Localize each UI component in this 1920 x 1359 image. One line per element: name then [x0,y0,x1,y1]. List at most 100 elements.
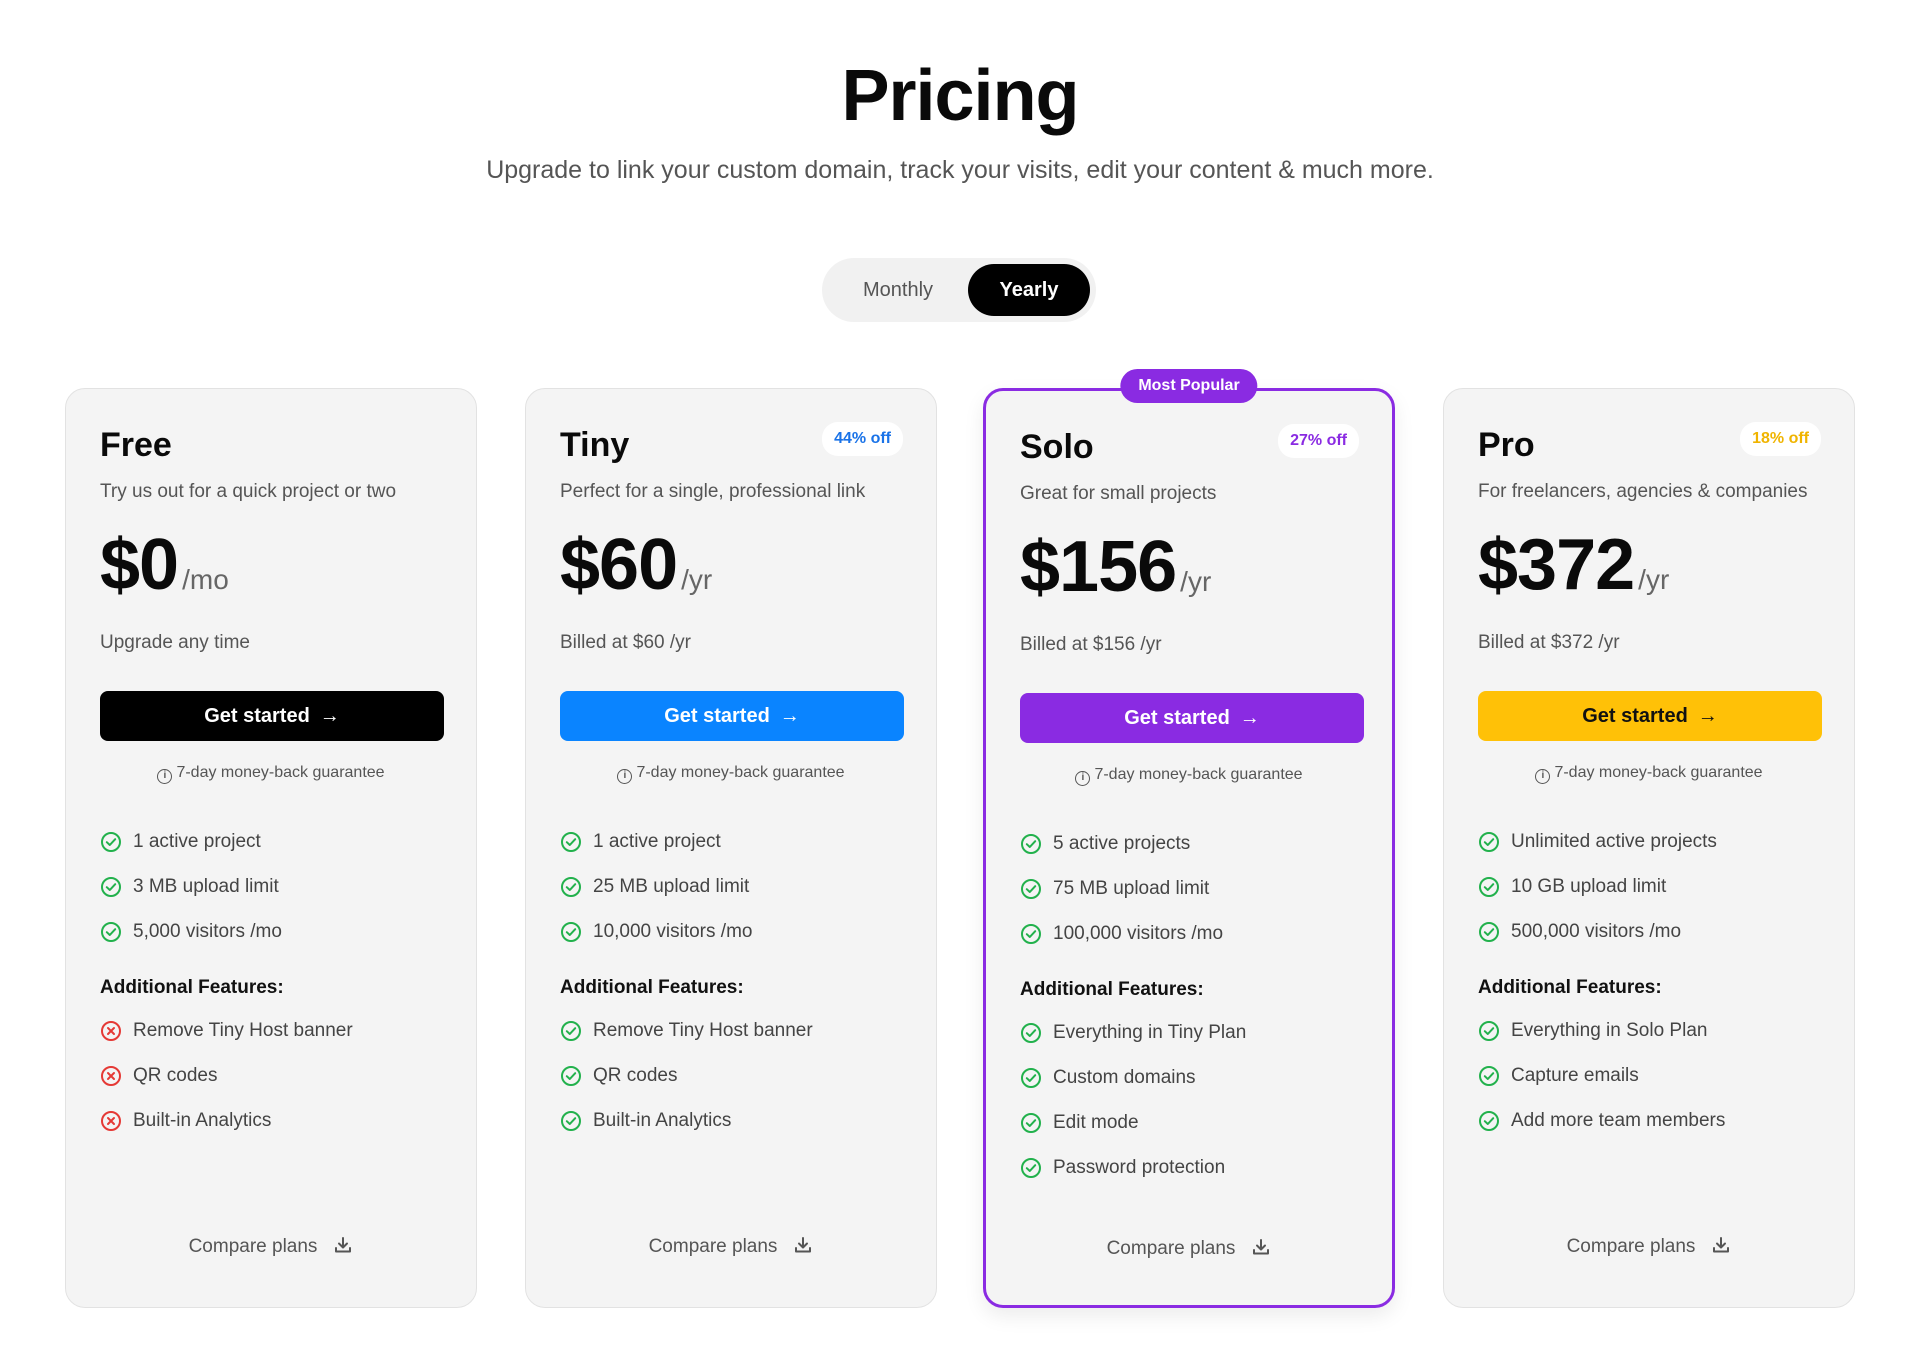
plan-description: Perfect for a single, professional link [560,481,866,502]
additional-feature-item: Everything in Solo Plan [1478,1008,1834,1053]
feature-label: 25 MB upload limit [593,875,750,897]
check-circle-icon [560,876,582,898]
feature-label: Capture emails [1511,1064,1639,1086]
feature-label: 5 active projects [1053,832,1191,854]
check-circle-icon [100,831,122,853]
compare-plans-label: Compare plans [1566,1236,1696,1257]
page-subtitle: Upgrade to link your custom domain, trac… [486,156,1434,184]
feature-item: 100,000 visitors /mo [1020,911,1372,956]
feature-list: 1 active project 3 MB upload limit 5,000 v… [100,819,456,1143]
get-started-button[interactable]: Get started → [560,691,904,741]
additional-features-heading: Additional Features: [1478,977,1662,998]
get-started-button[interactable]: Get started → [1020,693,1364,743]
download-icon [1695,1236,1731,1257]
compare-plans-label: Compare plans [648,1236,778,1257]
info-icon: i [157,769,173,784]
compare-plans-link[interactable]: Compare plans [526,1235,936,1258]
feature-list: Unlimited active projects 10 GB upload li… [1478,819,1834,1143]
page-title: Pricing [841,56,1079,136]
feature-item: Unlimited active projects [1478,819,1834,864]
get-started-label: Get started [664,705,770,727]
plan-card-tiny: Tiny 44% off Perfect for a single, profess… [525,388,937,1308]
download-icon [1235,1238,1271,1259]
check-circle-icon [560,831,582,853]
plan-description: Great for small projects [1020,483,1217,504]
toggle-yearly[interactable]: Yearly [968,264,1090,316]
check-circle-icon [560,1020,582,1042]
additional-features-heading: Additional Features: [100,977,284,998]
x-circle-icon [100,1110,122,1132]
plan-price: $0/mo [100,524,229,606]
price-amount: $156 [1020,527,1177,607]
check-circle-icon [560,1065,582,1087]
compare-plans-link[interactable]: Compare plans [986,1237,1392,1260]
compare-plans-link[interactable]: Compare plans [1444,1235,1854,1258]
feature-item: 500,000 visitors /mo [1478,909,1834,954]
feature-item: 3 MB upload limit [100,864,456,909]
feature-list: 5 active projects 75 MB upload limit 100,0… [1020,821,1372,1190]
check-circle-icon [1020,923,1042,945]
feature-item: 5,000 visitors /mo [100,909,456,954]
billing-toggle: Monthly Yearly [822,258,1096,322]
plan-name: Tiny [560,426,630,464]
plan-description: For freelancers, agencies & companies [1478,481,1808,502]
x-circle-icon [100,1065,122,1087]
guarantee-text: 7-day money-back guarantee [1094,766,1303,783]
check-circle-icon [100,921,122,943]
feature-item: 1 active project [560,819,916,864]
money-back-guarantee: i 7-day money-back guarantee [1444,764,1854,784]
guarantee-text: 7-day money-back guarantee [176,764,385,781]
most-popular-badge: Most Popular [1120,369,1258,403]
feature-label: Unlimited active projects [1511,830,1717,852]
additional-feature-item: Capture emails [1478,1053,1834,1098]
plan-card-pro: Pro 18% off For freelancers, agencies & co… [1443,388,1855,1308]
get-started-button[interactable]: Get started → [100,691,444,741]
additional-feature-item: Remove Tiny Host banner [560,1008,916,1053]
info-icon: i [617,769,633,784]
check-circle-icon [560,1110,582,1132]
compare-plans-link[interactable]: Compare plans [66,1235,476,1258]
check-circle-icon [1020,833,1042,855]
feature-label: Custom domains [1053,1066,1196,1088]
additional-feature-item: Custom domains [1020,1055,1372,1100]
check-circle-icon [1020,1022,1042,1044]
price-period: /yr [1638,564,1670,595]
guarantee-text: 7-day money-back guarantee [636,764,845,781]
plan-price: $60/yr [560,524,712,606]
get-started-button[interactable]: Get started → [1478,691,1822,741]
info-icon: i [1535,769,1551,784]
additional-feature-item: Everything in Tiny Plan [1020,1010,1372,1055]
toggle-monthly[interactable]: Monthly [862,279,934,301]
get-started-label: Get started [1124,707,1230,729]
feature-label: 75 MB upload limit [1053,877,1210,899]
additional-features-heading: Additional Features: [560,977,744,998]
additional-feature-item: Remove Tiny Host banner [100,1008,456,1053]
plan-price: $156/yr [1020,526,1211,608]
feature-label: Add more team members [1511,1109,1726,1131]
feature-item: 1 active project [100,819,456,864]
feature-label: Built-in Analytics [593,1109,732,1131]
arrow-right-icon: → [1239,707,1260,729]
price-amount: $0 [100,525,179,605]
feature-item: 25 MB upload limit [560,864,916,909]
additional-feature-item: Password protection [1020,1145,1372,1190]
feature-item: 10,000 visitors /mo [560,909,916,954]
money-back-guarantee: i 7-day money-back guarantee [526,764,936,784]
money-back-guarantee: i 7-day money-back guarantee [66,764,476,784]
download-icon [777,1236,813,1257]
check-circle-icon [1478,1065,1500,1087]
feature-label: Edit mode [1053,1111,1139,1133]
compare-plans-label: Compare plans [188,1236,318,1257]
check-circle-icon [1478,1020,1500,1042]
billing-note: Billed at $60 /yr [560,632,691,653]
feature-label: 5,000 visitors /mo [133,920,282,942]
plan-description: Try us out for a quick project or two [100,481,397,502]
feature-label: 10,000 visitors /mo [593,920,753,942]
billing-note: Billed at $372 /yr [1478,632,1620,653]
x-circle-icon [100,1020,122,1042]
feature-label: QR codes [593,1064,678,1086]
billing-note: Billed at $156 /yr [1020,634,1162,655]
additional-feature-item: QR codes [560,1053,916,1098]
compare-plans-label: Compare plans [1106,1238,1236,1259]
arrow-right-icon: → [779,705,800,727]
